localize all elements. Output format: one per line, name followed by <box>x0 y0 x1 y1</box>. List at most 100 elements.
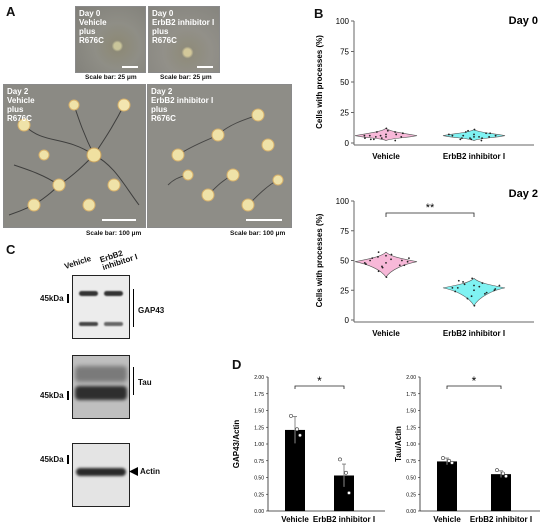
bar <box>491 474 511 511</box>
data-point <box>380 137 383 140</box>
data-point <box>470 295 473 298</box>
data-point <box>385 133 387 136</box>
data-point <box>447 458 451 463</box>
mw-tick <box>67 294 69 303</box>
data-point <box>385 261 387 264</box>
data-point <box>473 133 475 136</box>
data-point <box>481 137 483 140</box>
violin-shape <box>442 277 506 307</box>
protein-bracket <box>133 367 134 395</box>
y-tick-label: 50 <box>340 78 349 87</box>
data-point <box>470 138 473 141</box>
data-point <box>375 131 378 133</box>
arrowhead-icon <box>129 467 138 476</box>
scale-bar <box>102 219 136 221</box>
data-point <box>377 256 379 258</box>
chart-title: Day 0 <box>509 15 538 27</box>
data-point <box>461 137 463 140</box>
data-point <box>379 134 382 137</box>
data-point <box>451 286 454 289</box>
neuron-field <box>8 98 140 216</box>
data-point <box>498 284 501 287</box>
y-tick-label: 0.50 <box>254 476 264 482</box>
data-point <box>394 131 397 133</box>
micrograph-day2-inhibitor: Day 2 ErbB2 inhibitor I plus R676C <box>147 84 292 228</box>
y-tick-label: 1.25 <box>406 425 416 431</box>
micrograph-day0-inhibitor: Day 0 ErbB2 inhibitor I plus R676C <box>148 6 220 73</box>
y-tick-label: 0.50 <box>406 476 416 482</box>
data-point <box>480 139 483 142</box>
lane-label-inhibitor: ErbB2 inhibitor I <box>98 248 139 272</box>
data-point <box>501 471 505 476</box>
y-axis-label: Cells with processes (%) <box>315 35 324 129</box>
data-point <box>464 131 467 133</box>
y-tick-label: 75 <box>340 48 349 57</box>
y-tick-label: 0.00 <box>254 509 264 515</box>
data-point <box>466 297 469 300</box>
western-blot-tau <box>72 355 130 419</box>
mw-marker: 45kDa <box>40 391 64 400</box>
data-point <box>371 257 374 260</box>
y-tick-label: 1.00 <box>254 442 264 448</box>
y-tick-label: 50 <box>340 257 349 266</box>
western-blot-gap43 <box>72 275 130 339</box>
y-tick-label: 1.50 <box>406 409 416 415</box>
data-point <box>406 260 409 263</box>
y-tick-label: 25 <box>340 286 349 295</box>
y-tick-label: 1.75 <box>406 392 416 398</box>
y-tick-label: 100 <box>336 17 350 26</box>
data-point <box>385 127 388 130</box>
protein-bracket <box>133 289 134 327</box>
data-point <box>478 136 480 138</box>
data-point <box>447 133 450 136</box>
violin-chart-day0: Day 0 Cells with processes (%) 0 25 50 75 100 V… <box>315 15 538 161</box>
data-point <box>485 291 488 294</box>
y-tick-label: 1.50 <box>254 409 264 415</box>
bar <box>285 429 305 511</box>
data-point <box>289 413 293 418</box>
bar-chart-tau: Tau/Actin 0.00 0.25 0.50 0.75 1.00 1.25 1.50 1.7… <box>395 374 540 523</box>
data-point <box>485 132 487 135</box>
data-point <box>493 289 496 292</box>
y-tick-label: 75 <box>340 227 349 236</box>
y-tick-label: 100 <box>336 197 350 206</box>
y-tick-label: 0.75 <box>406 459 416 465</box>
panel-label-c: C <box>6 242 16 257</box>
data-point <box>450 460 454 465</box>
x-tick-label: ErbB2 inhibitor I <box>443 329 505 338</box>
y-axis-label: Tau/Actin <box>395 426 403 462</box>
data-point <box>368 134 371 137</box>
neuron-field <box>167 108 284 212</box>
data-point <box>467 129 469 132</box>
bar <box>334 475 354 511</box>
data-point <box>390 253 393 256</box>
scale-bar-text: Scale bar: 100 μm <box>230 230 286 237</box>
blot-band <box>79 322 98 326</box>
y-tick-label: 0.75 <box>254 459 264 465</box>
blot-band <box>104 291 123 296</box>
micrograph-day2-vehicle: Day 2 Vehicle plus R676C <box>3 84 146 228</box>
y-tick-label: 0.25 <box>254 492 264 498</box>
data-point <box>457 279 460 282</box>
data-point <box>347 491 351 495</box>
x-tick-label: ErbB2 inhibitor I <box>443 152 505 161</box>
data-point <box>394 139 397 142</box>
y-tick-label: 2.00 <box>406 375 416 381</box>
micrograph-label: Day 2 Vehicle plus R676C <box>7 87 35 123</box>
micrograph-label: Day 2 ErbB2 inhibitor I plus R676C <box>151 87 214 123</box>
data-point <box>473 284 475 287</box>
y-tick-label: 1.75 <box>254 392 264 398</box>
scale-bar <box>197 66 213 68</box>
significance-marker: ** <box>426 202 435 214</box>
data-point <box>363 261 366 264</box>
data-point <box>473 136 475 138</box>
lane-label-vehicle: Vehicle <box>63 253 93 271</box>
blot-band <box>79 291 98 296</box>
scale-bar-text: Scale bar: 25 μm <box>85 74 137 81</box>
data-point <box>401 259 403 262</box>
data-point <box>403 264 406 267</box>
data-point <box>401 132 404 135</box>
data-point <box>463 283 466 286</box>
data-point <box>489 132 492 135</box>
significance-marker: * <box>472 374 477 388</box>
